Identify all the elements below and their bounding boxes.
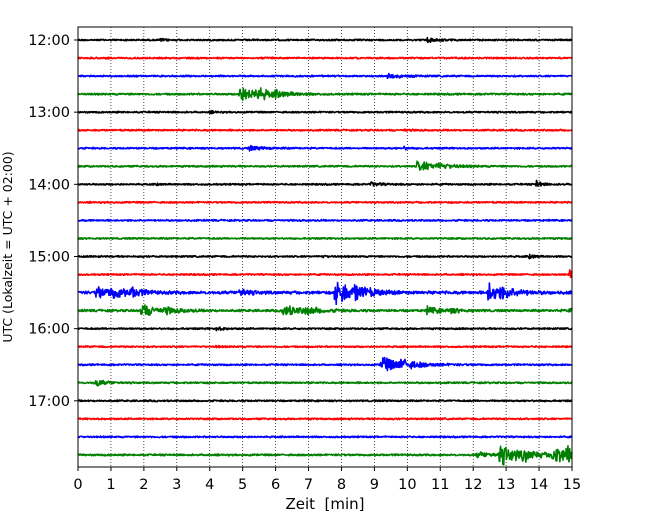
y-tick-label: 12:00 — [28, 33, 70, 49]
plot-area — [78, 27, 572, 467]
x-tick-label: 2 — [139, 477, 148, 493]
trace-1500 — [77, 253, 573, 260]
x-tick-label: 0 — [73, 477, 82, 493]
x-tick-label: 12 — [464, 477, 482, 493]
trace-1200 — [77, 36, 573, 44]
trace-1230 — [77, 72, 573, 80]
y-tick-label: 15:00 — [28, 249, 70, 265]
trace-1700 — [77, 399, 573, 403]
plot-frame — [77, 26, 573, 468]
vertical-gridlines — [110, 27, 540, 467]
trace-1330 — [77, 144, 573, 152]
x-tick-label: 5 — [238, 477, 247, 493]
trace-1245 — [77, 87, 573, 102]
trace-1615 — [77, 344, 573, 349]
trace-1445 — [77, 236, 573, 241]
x-tick-label: 14 — [530, 477, 548, 493]
x-tick-label: 11 — [431, 477, 449, 493]
x-axis-ticks: 0 1 2 3 4 5 6 7 8 9 10 11 12 13 14 15 — [73, 467, 581, 493]
trace-1345 — [77, 160, 573, 171]
x-tick-label: 3 — [172, 477, 181, 493]
trace-1415 — [77, 200, 573, 205]
trace-1730 — [77, 435, 573, 439]
y-tick-label: 14:00 — [28, 177, 70, 193]
y-axis-label: UTC (Lokalzeit = UTC + 02:00) — [0, 151, 15, 342]
plot-background — [78, 27, 572, 467]
trace-1430 — [77, 218, 573, 223]
trace-1715 — [77, 417, 573, 421]
trace-1630 — [77, 356, 573, 372]
x-tick-label: 7 — [304, 477, 313, 493]
y-tick-label: 13:00 — [28, 105, 70, 121]
y-tick-label: 17:00 — [28, 394, 70, 410]
trace-1600 — [77, 326, 573, 332]
x-tick-label: 15 — [563, 477, 581, 493]
x-tick-label: 6 — [271, 477, 280, 493]
y-tick-label: 16:00 — [28, 322, 70, 338]
x-axis-label: Zeit [min] — [285, 495, 364, 513]
trace-1515 — [77, 269, 573, 279]
seismic-traces — [77, 36, 573, 466]
trace-1545 — [77, 304, 573, 316]
x-tick-label: 10 — [398, 477, 416, 493]
trace-1315 — [77, 128, 573, 133]
x-tick-label: 1 — [106, 477, 115, 493]
x-tick-label: 8 — [337, 477, 346, 493]
trace-1400 — [77, 179, 573, 187]
trace-1215 — [77, 56, 573, 60]
x-tick-label: 4 — [205, 477, 214, 493]
trace-1645 — [77, 379, 573, 387]
y-axis-ticks: 12:00 13:00 14:00 15:00 16:00 17:00 — [28, 33, 78, 410]
x-tick-label: 13 — [497, 477, 515, 493]
x-tick-label: 9 — [370, 477, 379, 493]
trace-1530 — [77, 281, 573, 306]
trace-1745 — [77, 445, 573, 466]
trace-1300 — [77, 109, 573, 115]
